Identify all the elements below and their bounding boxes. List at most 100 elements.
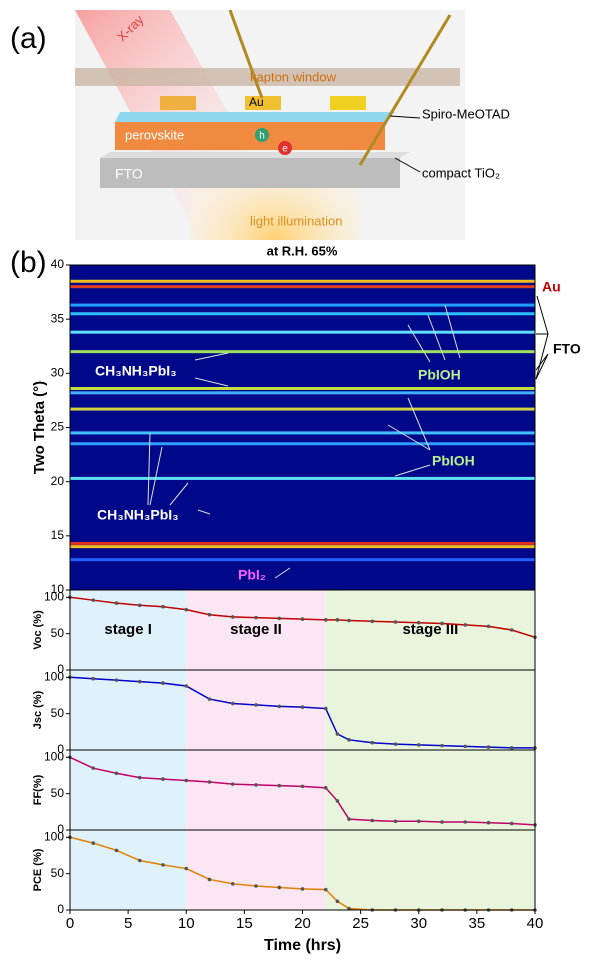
data-point [277,616,282,621]
y-tick-label: 20 [51,474,65,488]
panel-label: (a) [10,22,47,55]
electrode [245,96,281,110]
data-point [335,732,340,736]
data-point [277,704,282,709]
diffraction-band [70,541,535,545]
annotation: PbI₂ [238,567,266,583]
data-point [114,678,119,682]
data-point [114,771,119,776]
data-point [486,820,491,825]
series-line [69,596,536,638]
diffraction-band [70,303,535,307]
data-point [207,697,212,701]
data-point [161,863,165,867]
annotation-arrow [274,567,291,579]
data-point [393,742,398,746]
probe [228,9,264,99]
series-line [69,676,535,749]
data-point [91,676,96,681]
data-point [347,817,351,821]
data-point [91,598,96,602]
y-tick-label: 40 [51,257,65,271]
x-tick-label: 30 [410,915,427,932]
data-point [91,841,96,845]
y-axis-label: Voc (%) [32,610,44,650]
y-tick-label: 15 [51,528,65,542]
label-spiro: Spiro-MeOTAD [422,106,510,121]
y-tick-label: 0 [57,742,64,756]
data-point [277,783,282,788]
series-line [69,756,536,826]
panel-a: (a) X-ray kapton window Au Spiro-MeOTAD … [10,9,510,240]
data-point [161,681,165,685]
data-point [230,882,235,886]
stage-region [325,670,535,750]
data-point [463,744,468,749]
data-point [463,623,468,627]
annotation-arrow [197,509,211,515]
annotation: CH₃NH₃PbI₃ [95,363,177,379]
data-point [184,778,189,783]
annotation-arrow [394,464,431,477]
annotation-arrow [194,352,229,361]
y-axis-label: Jsc (%) [32,690,44,729]
data-point [416,743,421,747]
data-point [393,819,398,824]
data-point [486,624,491,629]
y-tick-label: 0 [57,662,64,676]
data-point [184,607,189,612]
y-tick-label: 35 [51,311,65,325]
data-point [300,887,305,891]
annotation-arrow [444,304,461,359]
label-au: Au [249,95,264,109]
x-tick-label: 40 [527,915,544,932]
diffraction-band [70,285,535,289]
annotation: PbIOH [432,453,475,469]
diffraction-band [70,387,535,390]
data-point [230,615,235,619]
annotation-arrow [407,324,431,363]
x-tick-label: 10 [178,915,195,932]
data-point [463,820,468,824]
data-point [184,684,189,688]
y-tick-label: 50 [51,786,65,800]
data-point [161,604,165,609]
data-point [335,899,340,904]
panel-label: (b) [10,246,47,279]
y-tick-label: 25 [51,420,65,434]
data-point [207,612,212,617]
data-point [114,601,119,605]
stage-region [325,830,535,910]
annotation-arrow [427,314,446,361]
diffraction-band [70,476,535,480]
y-tick-label: 50 [51,626,65,640]
data-point [509,628,514,632]
stage-label: stage III [402,621,458,638]
diffraction-band [70,312,535,316]
stage-label: stage II [230,621,282,638]
x-tick-label: 0 [66,915,74,932]
data-point [440,621,444,626]
data-point [323,786,328,790]
spiro-layer [115,112,395,122]
data-point [335,799,340,803]
y-tick-label: 0 [57,822,64,836]
diffraction-band [70,431,535,435]
x-tick-label: 20 [294,915,311,932]
data-point [207,877,212,882]
data-point [347,738,351,742]
y-axis-label: PCE (%) [32,848,44,891]
data-point [207,780,212,784]
stage-region [186,830,326,910]
y-tick-label: 50 [51,866,65,880]
data-point [230,701,235,706]
stage-region [70,670,187,750]
stage-region [325,590,535,670]
stage-region [186,750,326,830]
data-point [440,820,444,824]
annotation-arrow [194,377,229,387]
x-tick-label: 25 [352,915,369,932]
annotation: CH₃NH₃PbI₃ [97,507,179,523]
data-point [137,858,142,863]
stage-region [186,670,326,750]
